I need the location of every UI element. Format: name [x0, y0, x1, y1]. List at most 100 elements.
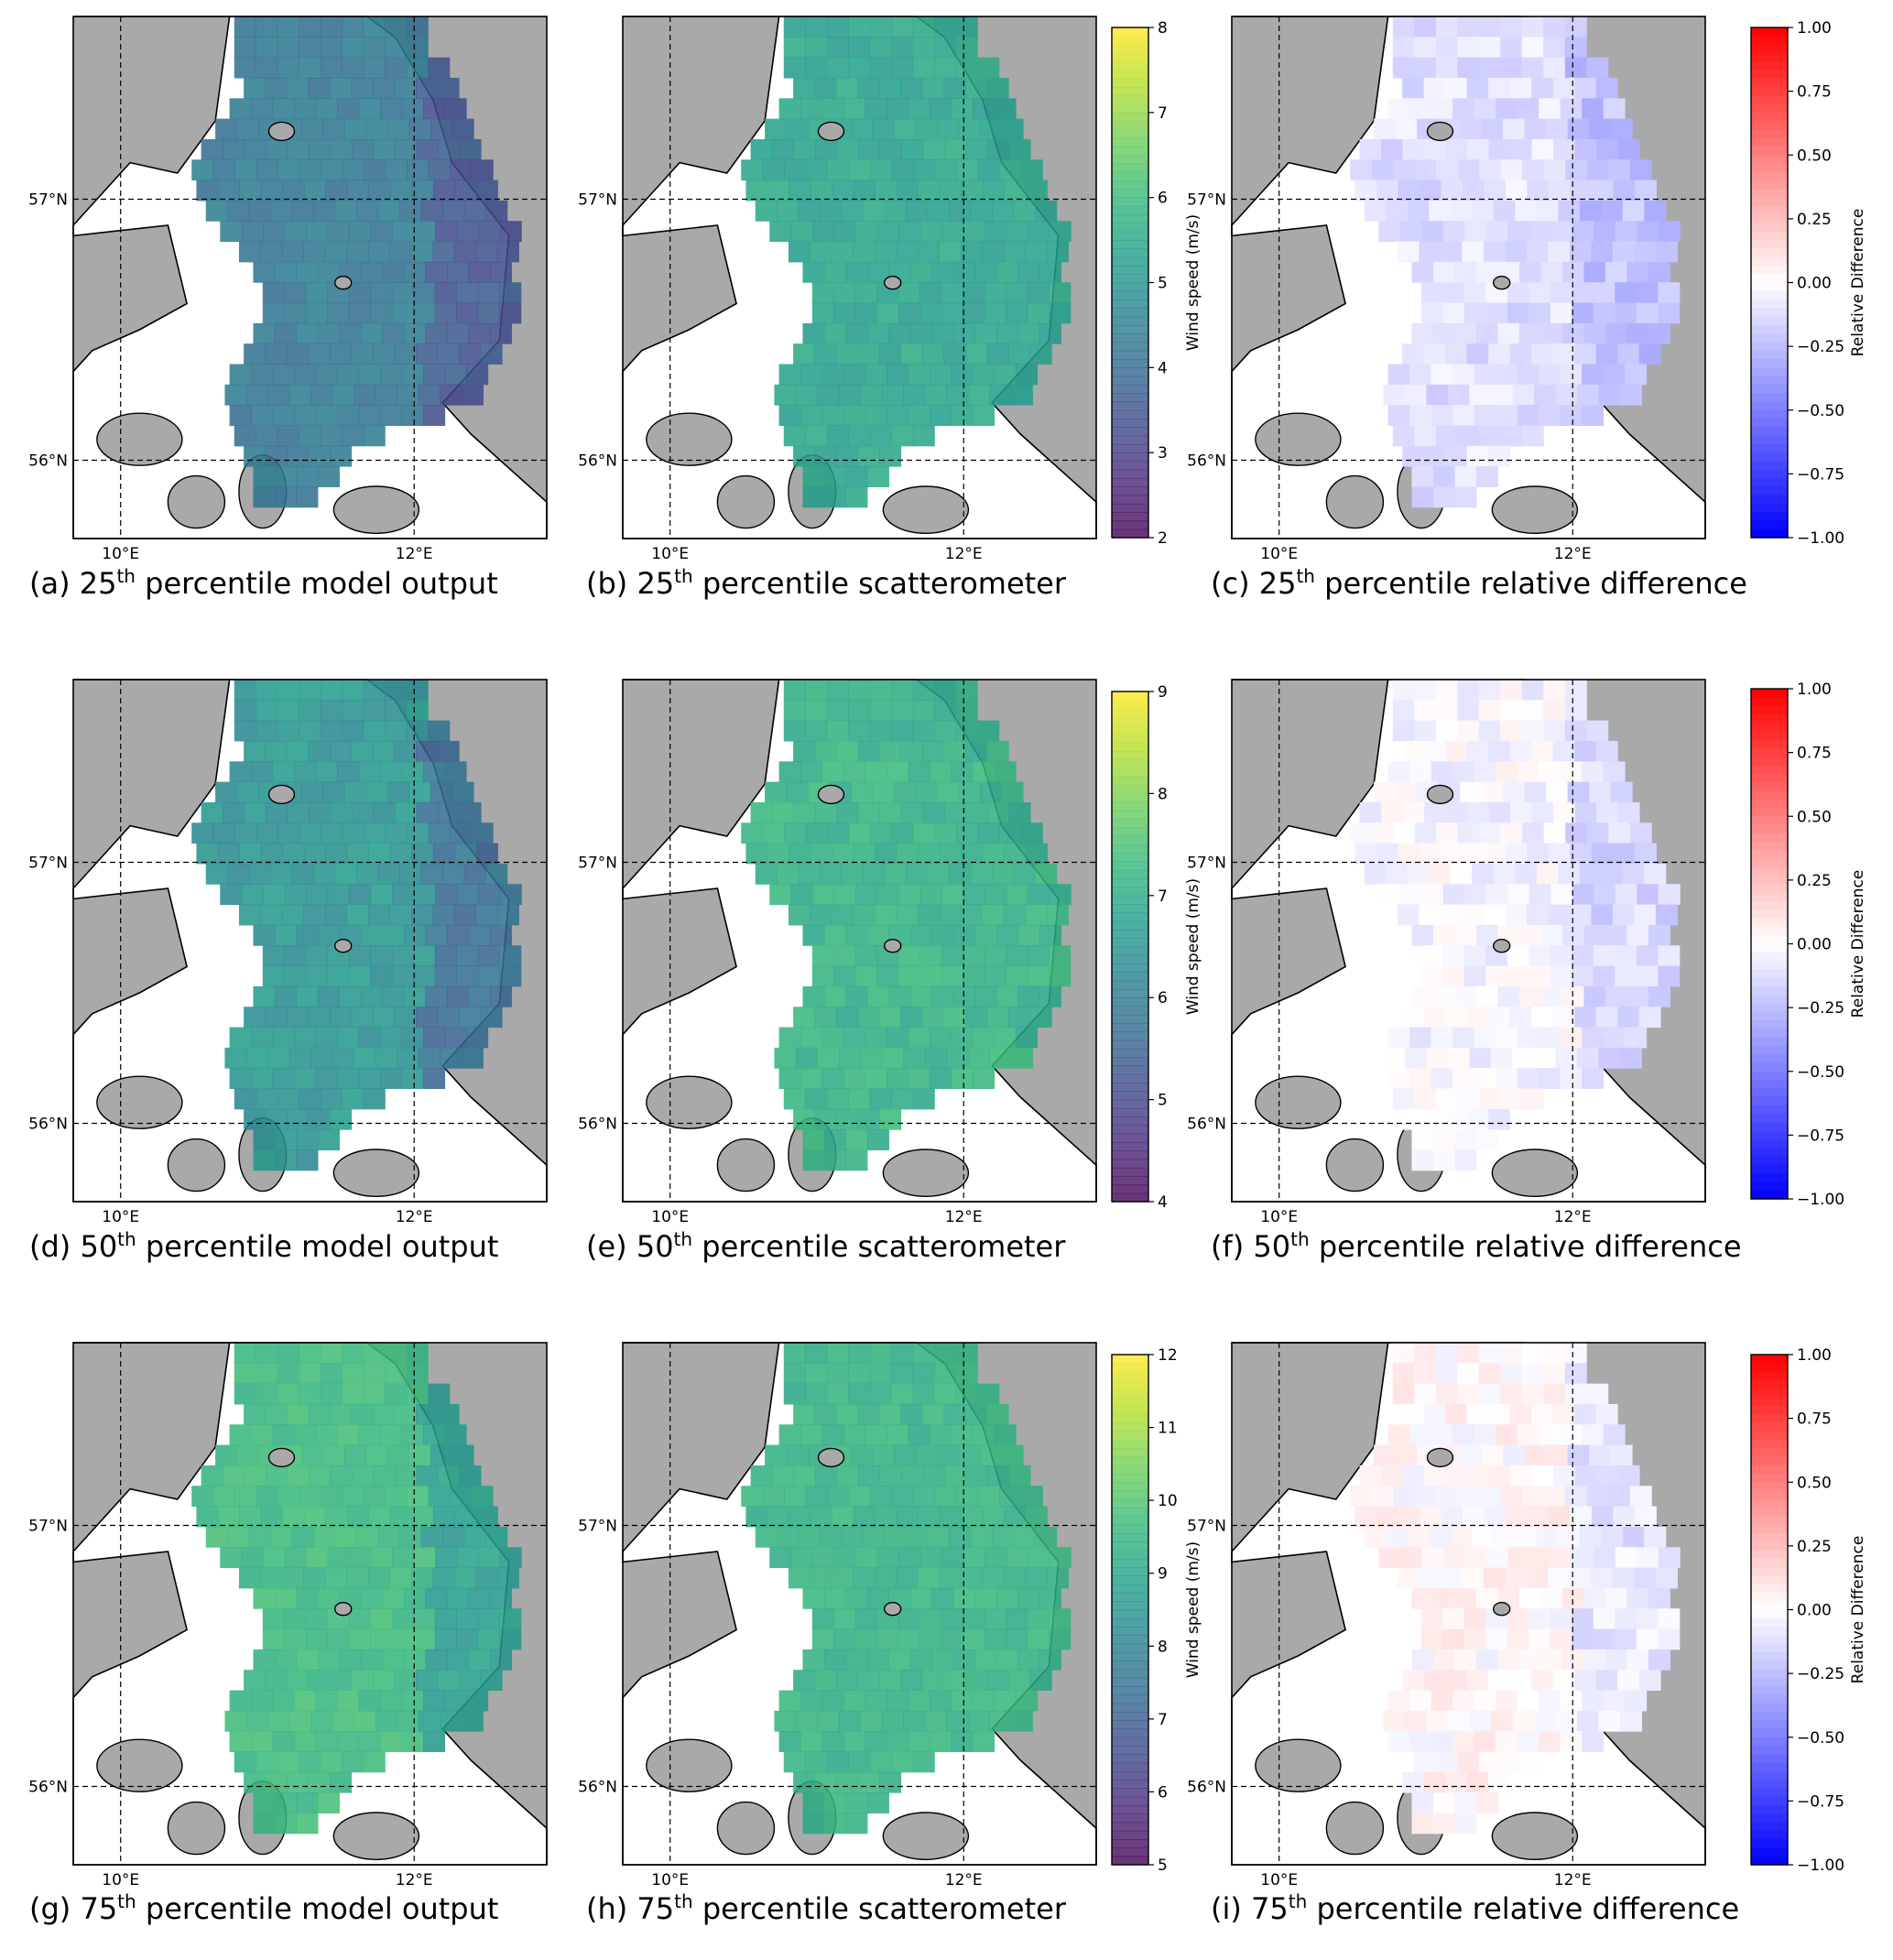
island-shape — [167, 474, 226, 529]
heat-cell — [836, 1403, 859, 1425]
heat-cell — [1419, 904, 1442, 926]
colorbar-segment — [1112, 895, 1148, 905]
heat-cell — [1474, 1068, 1496, 1089]
heat-cell — [876, 884, 899, 906]
heat-cell — [1435, 1363, 1458, 1385]
colorbar-segment — [1112, 419, 1148, 428]
heat-cell — [337, 1690, 360, 1712]
colorbar-segment — [1751, 1045, 1788, 1055]
heat-cell — [750, 801, 773, 823]
heat-cell — [397, 384, 419, 406]
heat-cell — [943, 77, 966, 99]
heat-cell — [984, 302, 1006, 324]
heat-cell — [1475, 1129, 1498, 1150]
heat-cell — [854, 1628, 877, 1650]
colorbar-segment — [1112, 964, 1148, 973]
heat-cell — [1450, 1526, 1473, 1548]
heat-cell — [1469, 1047, 1492, 1069]
heat-cell — [1467, 801, 1490, 823]
colorbar-segment — [1751, 1550, 1788, 1560]
heat-cell — [912, 1343, 935, 1364]
heat-cell — [1594, 221, 1616, 243]
heat-cell — [1466, 445, 1489, 467]
heat-cell — [836, 1108, 859, 1130]
heat-cell — [833, 1608, 856, 1630]
heat-cell — [793, 77, 816, 99]
heat-cell — [963, 1608, 985, 1630]
heat-cell — [845, 924, 868, 946]
colorbar-segment — [1112, 486, 1148, 496]
heat-cell — [397, 1047, 419, 1069]
colorbar-segment — [1751, 409, 1788, 419]
heat-cell — [363, 1343, 386, 1364]
heat-cell — [330, 1108, 353, 1130]
heat-cell — [395, 1465, 418, 1486]
heat-cell — [1507, 302, 1529, 324]
colorbar-segment — [1112, 95, 1148, 105]
heat-cell — [1617, 1670, 1640, 1692]
heat-cell — [342, 1343, 364, 1364]
heat-cell — [992, 863, 1015, 885]
heat-cell — [1027, 965, 1050, 987]
heat-cell — [1350, 159, 1373, 181]
heat-cell — [380, 761, 403, 783]
heat-cell — [478, 884, 501, 906]
heat-cell — [1354, 1506, 1377, 1528]
heat-cell — [1593, 965, 1616, 987]
heat-cell — [1526, 904, 1549, 926]
lon-tick-label: 10°E — [651, 1871, 689, 1889]
heat-cell — [1634, 1506, 1657, 1528]
heat-cell — [941, 884, 964, 906]
heat-cell — [900, 1670, 923, 1692]
colorbar-segment — [1751, 189, 1788, 199]
heat-cell — [1595, 77, 1618, 99]
colorbar-segment — [1112, 1762, 1148, 1772]
heat-cell — [973, 1424, 995, 1446]
heat-cell — [227, 863, 250, 885]
colorbar-segment — [1751, 197, 1788, 207]
heat-cell — [1567, 1444, 1590, 1466]
heat-cell — [418, 1710, 441, 1732]
heat-cell — [1387, 405, 1410, 426]
colorbar-segment — [1112, 1830, 1148, 1840]
heat-cell — [430, 781, 453, 803]
heat-cell — [888, 322, 911, 344]
heat-cell — [805, 16, 828, 38]
heat-cell — [783, 1088, 806, 1110]
heat-cell — [831, 1567, 854, 1589]
heat-cell — [299, 720, 321, 742]
heat-cell — [1515, 1526, 1538, 1548]
colorbar-segment — [1112, 1703, 1148, 1713]
heat-cell — [1436, 1486, 1459, 1508]
heat-cell — [401, 1068, 424, 1089]
heat-cell — [1008, 1007, 1031, 1029]
heat-cell — [444, 364, 467, 386]
heat-cell — [848, 1486, 871, 1508]
heat-cell — [869, 700, 892, 722]
heat-cell — [1431, 1731, 1453, 1752]
heat-cell — [317, 322, 340, 344]
heat-cell — [802, 1587, 825, 1609]
heat-cell — [802, 924, 825, 946]
heat-cell — [949, 863, 972, 885]
heat-cell — [888, 1649, 911, 1671]
panel-frame — [1231, 16, 1706, 539]
colorbar-segment — [1751, 112, 1788, 122]
colorbar-segment — [1112, 1584, 1148, 1594]
colorbar-tick-label: 7 — [1158, 887, 1168, 906]
heat-cell — [876, 965, 899, 987]
heat-cell — [327, 302, 350, 324]
colorbar-segment — [1751, 1703, 1788, 1713]
heat-cell — [848, 680, 871, 701]
heat-cell — [263, 884, 286, 906]
heat-cell — [865, 1424, 887, 1446]
heat-cell — [446, 261, 469, 283]
heat-cell — [224, 1710, 247, 1732]
heat-cell — [778, 1424, 801, 1446]
colorbar-segment — [1112, 214, 1148, 224]
heat-cell — [1442, 282, 1465, 304]
heat-cell — [1445, 1670, 1468, 1692]
heat-cell — [260, 241, 283, 263]
heat-cell — [1484, 843, 1507, 865]
heat-cell — [845, 1649, 868, 1671]
